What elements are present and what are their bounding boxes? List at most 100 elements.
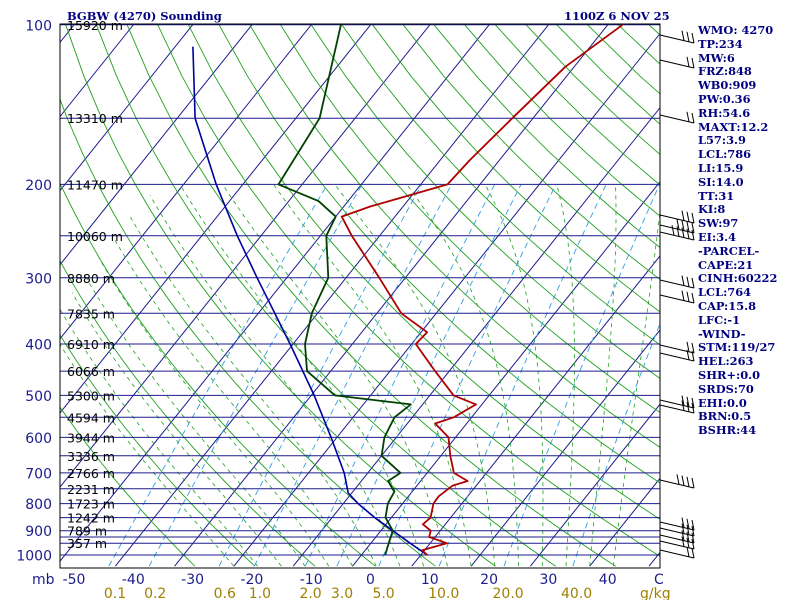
- height-label: 3336 m: [67, 449, 115, 464]
- wind-barb-icon: [660, 291, 694, 303]
- wind-barb-feather: [677, 474, 679, 484]
- wind-barb-feather: [687, 547, 689, 557]
- pressure-unit-label: mb: [32, 572, 55, 588]
- mixing-ratio-label: 20.0: [493, 586, 524, 600]
- stability-index-line: KI:8: [698, 203, 798, 217]
- stability-index-line: EHI:0.0: [698, 397, 798, 411]
- pressure-label: 1000: [16, 549, 52, 565]
- wind-barb-icon: [660, 537, 694, 549]
- mixing-ratio-label: 0.2: [144, 586, 166, 600]
- pressure-label: 100: [25, 18, 52, 34]
- wind-barb-feather: [682, 31, 684, 41]
- stability-index-line: CINH:60222: [698, 272, 798, 286]
- wind-barb-feather: [692, 33, 694, 43]
- wind-barb-feather: [687, 212, 689, 222]
- mixing-ratio-line: [109, 184, 328, 566]
- height-label: 7835 m: [67, 306, 115, 321]
- wind-barb-feather: [687, 477, 689, 487]
- stability-index-line: STM:119/27: [698, 341, 798, 355]
- isotherm-line: [0, 13, 439, 566]
- pressure-label: 500: [25, 389, 52, 405]
- mixing-ratio-label: 2.0: [299, 586, 321, 600]
- wind-barb-icon: [660, 547, 694, 558]
- stability-index-line: WB0:909: [698, 79, 798, 93]
- isotherm-line: [0, 13, 321, 566]
- pressure-label: 600: [25, 431, 52, 447]
- isotherm-line: [56, 13, 499, 566]
- wind-barb-feather: [682, 211, 684, 221]
- wind-barb-icon: [660, 524, 694, 536]
- wind-barb-feather: [692, 113, 694, 123]
- moist-adiabat-line: [335, 184, 495, 566]
- stability-index-line: -PARCEL-: [698, 245, 798, 259]
- stability-index-line: L57:3.9: [698, 134, 798, 148]
- height-label: 6066 m: [67, 364, 115, 379]
- moist-adiabat-line: [99, 258, 329, 567]
- mixing-ratio-label: 1.0: [249, 586, 271, 600]
- height-label: 1723 m: [67, 497, 115, 512]
- stability-index-line: LCL:786: [698, 148, 798, 162]
- stability-index-line: CAP:15.8: [698, 300, 798, 314]
- height-label: 3944 m: [67, 430, 115, 445]
- temperature-line: [342, 25, 623, 555]
- wind-barb-feather: [692, 278, 694, 288]
- stability-index-line: HEL:263: [698, 355, 798, 369]
- wind-barb-icon: [660, 225, 694, 240]
- height-label: 13310 m: [67, 111, 123, 126]
- stability-index-line: SW:97: [698, 217, 798, 231]
- stability-index-line: TP:234: [698, 38, 798, 52]
- wind-barb-feather: [672, 225, 674, 235]
- mixing-ratio-label: 0.6: [214, 586, 236, 600]
- stability-index-line: CAPE:21: [698, 259, 798, 273]
- height-label: 10060 m: [67, 229, 123, 244]
- wind-barb-icon: [660, 518, 694, 530]
- temperature-tick-label: 40: [599, 572, 617, 588]
- isotherm-line: [115, 13, 558, 566]
- dry-adiabat-line: [0, 25, 315, 566]
- temperature-tick-label: -50: [63, 572, 86, 588]
- mixing-ratio-line: [504, 184, 660, 566]
- wind-barb-feather: [692, 548, 694, 558]
- pressure-label: 700: [25, 466, 52, 482]
- mixing-ratio-label: 5.0: [372, 586, 394, 600]
- height-label: 8880 m: [67, 271, 115, 286]
- height-label: 2231 m: [67, 482, 115, 497]
- height-label: 2766 m: [67, 466, 115, 481]
- stability-index-line: MAXT:12.2: [698, 121, 798, 135]
- wind-barb-icon: [660, 342, 694, 353]
- temperature-tick-label: 30: [539, 572, 557, 588]
- wind-barb-icon: [660, 31, 694, 43]
- stability-index-line: RH:54.6: [698, 107, 798, 121]
- wind-barb-feather: [692, 58, 694, 68]
- wind-barb-feather: [687, 57, 689, 67]
- moist-adiabat-line: [274, 184, 472, 566]
- wind-barb-feather: [687, 277, 689, 287]
- stability-index-line: SHR+:0.0: [698, 369, 798, 383]
- dry-adiabat-line: [189, 25, 737, 566]
- wind-barb-feather: [682, 476, 684, 486]
- moist-adiabat-line: [84, 274, 305, 566]
- wind-barb-feather: [682, 276, 684, 286]
- stability-index-line: WMO: 4270: [698, 24, 798, 38]
- mixing-ratio-line: [254, 184, 451, 566]
- wind-barb-feather: [687, 292, 689, 302]
- stability-index-line: BRN:0.5: [698, 410, 798, 424]
- stability-index-line: MW:6: [698, 52, 798, 66]
- wind-barb-icon: [660, 474, 694, 488]
- pressure-label: 300: [25, 271, 52, 287]
- temperature-tick-label: -30: [181, 572, 204, 588]
- height-label: 4594 m: [67, 410, 115, 425]
- stability-index-line: LI:15.9: [698, 162, 798, 176]
- isotherm-line: [0, 13, 261, 566]
- pressure-label: 200: [25, 178, 52, 194]
- isotherm-line: [0, 13, 24, 566]
- chart-title: BGBW (4270) Sounding: [67, 9, 222, 23]
- mixing-ratio-unit-label: g/kg: [640, 586, 671, 600]
- mixing-ratio-label: 3.0: [331, 586, 353, 600]
- mixing-ratio-label: 40.0: [561, 586, 592, 600]
- isotherm-line: [234, 13, 677, 566]
- mixing-ratio-line: [379, 184, 556, 566]
- stability-index-line: PW:0.36: [698, 93, 798, 107]
